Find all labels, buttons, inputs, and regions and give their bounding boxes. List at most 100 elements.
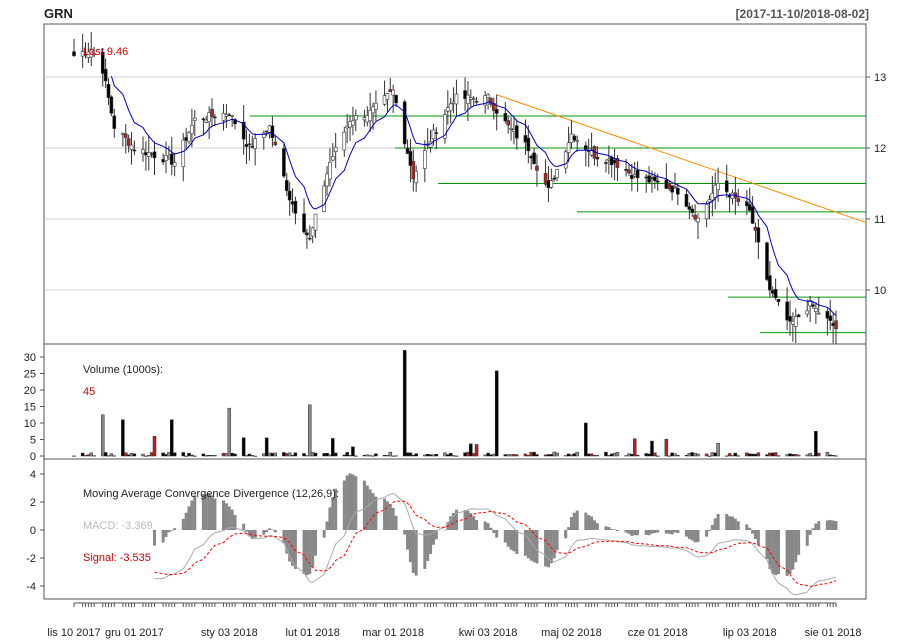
macd-histogram-bar — [486, 523, 490, 530]
macd-histogram-bar — [526, 530, 530, 559]
x-tick-label: lis 10 2017 — [47, 627, 100, 639]
volume-bar — [434, 454, 439, 457]
macd-histogram-bar — [167, 530, 171, 533]
candle-body — [747, 204, 752, 211]
macd-histogram-bar — [791, 530, 795, 570]
candle-body — [632, 173, 637, 177]
macd-histogram-bar — [285, 530, 289, 554]
candle-body — [693, 214, 697, 220]
signal-line — [154, 500, 837, 587]
macd-histogram-bar — [230, 509, 234, 530]
macd-histogram-bar — [512, 530, 516, 552]
volume-bar — [210, 455, 214, 457]
candle-body — [431, 129, 436, 140]
volume-bar — [385, 454, 390, 457]
macd-histogram-bar — [184, 512, 188, 530]
candle-body — [146, 152, 151, 157]
candle-body — [207, 112, 211, 122]
candle-body — [816, 312, 821, 315]
volume-bar — [670, 452, 674, 457]
volume-bar — [408, 452, 413, 457]
volume-bar — [635, 454, 640, 457]
macd-histogram-bar — [774, 530, 778, 576]
volume-bar — [494, 370, 499, 457]
volume-bar — [535, 454, 539, 457]
candle-body — [371, 106, 375, 114]
macd-histogram-bar — [270, 529, 274, 531]
macd-histogram-bar — [725, 514, 729, 530]
candle-body — [100, 51, 105, 74]
candle-body — [92, 53, 96, 56]
volume-bar — [529, 452, 533, 457]
candle-body — [630, 174, 634, 179]
macd-histogram-bar — [523, 530, 527, 556]
candle-body — [123, 133, 128, 138]
candle-body — [811, 304, 815, 307]
volume-bar — [808, 452, 812, 457]
macd-histogram-bar — [406, 530, 410, 550]
volume-bar — [753, 453, 758, 457]
volume-bar — [834, 455, 838, 457]
candle-body — [713, 184, 718, 198]
candle-body — [768, 275, 772, 291]
volume-bar — [555, 452, 559, 457]
volume-bar — [313, 452, 318, 457]
candle-body — [486, 94, 490, 98]
macd-histogram-bar — [187, 506, 191, 530]
price-y-axis: 13 12 11 10 — [866, 72, 886, 297]
candle-body — [566, 142, 571, 153]
candle-body — [109, 96, 114, 114]
candle-body — [650, 177, 654, 179]
candle-body — [607, 158, 611, 161]
candle-body — [451, 101, 456, 104]
macd-histogram-bar — [630, 530, 634, 536]
macd-histogram-bar — [590, 516, 594, 530]
macd-histogram-bar — [555, 530, 559, 551]
volume-bar — [342, 454, 347, 457]
candle-body — [569, 133, 574, 143]
candle-body — [330, 156, 335, 161]
candle-body — [241, 121, 246, 140]
volume-bar — [515, 454, 519, 457]
volume-bar — [546, 454, 551, 457]
volume-bar — [443, 452, 447, 457]
macd-title: Moving Average Convergence Divergence (1… — [83, 488, 339, 500]
x-tick-label: cze 01 2018 — [628, 627, 688, 639]
candle-body — [466, 94, 470, 104]
candle-body — [716, 182, 720, 191]
volume-bar — [388, 451, 393, 457]
candle-body — [103, 68, 108, 82]
candle-body — [201, 118, 206, 121]
candle-body — [595, 157, 600, 160]
candle-body — [834, 320, 838, 330]
volume-bar — [747, 453, 752, 457]
volume-bar — [791, 454, 795, 457]
candle-body — [270, 125, 275, 138]
volume-bar — [207, 454, 211, 457]
macd-histogram-bar — [368, 489, 372, 530]
candle-body — [664, 179, 669, 189]
macd-histogram-bar — [825, 520, 829, 530]
volume-bar — [745, 452, 749, 457]
macd-histogram-bar — [615, 530, 619, 532]
candle-body — [388, 89, 393, 93]
volume-bar — [428, 454, 433, 457]
candle-body — [532, 152, 536, 165]
macd-histogram-bar — [391, 508, 395, 530]
volume-bar — [325, 452, 329, 457]
volume-bar — [193, 455, 197, 457]
macd-histogram-bar — [153, 530, 157, 546]
candle-body — [264, 130, 269, 133]
candle-body — [555, 169, 559, 178]
macd-histogram-bar — [362, 480, 366, 530]
macd-histogram-bar — [351, 474, 355, 530]
volume-bar — [710, 452, 715, 457]
volume-bar — [72, 455, 76, 457]
candle-body — [172, 162, 177, 167]
candle-body — [152, 151, 157, 159]
volume-bar — [811, 455, 815, 457]
volume-bar — [172, 452, 177, 457]
volume-bar — [627, 453, 631, 457]
candle-body — [250, 146, 255, 148]
candle-body — [710, 193, 715, 201]
